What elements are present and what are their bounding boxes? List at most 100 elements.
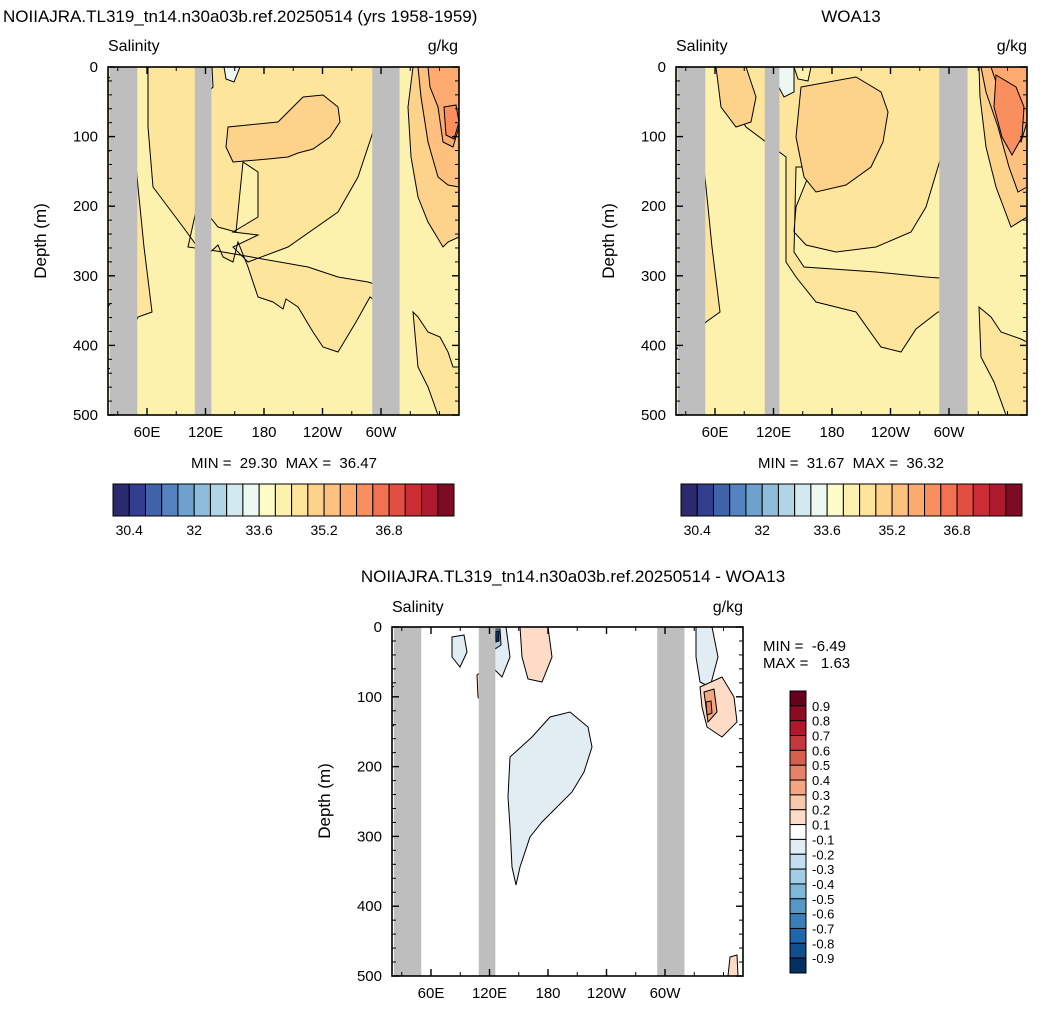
colorbar-tick-label: -0.2 <box>812 847 834 862</box>
colorbar-tick-label: 0.5 <box>812 758 830 773</box>
x-axis-ticks: 60E 120E 180 120W 60W <box>117 67 440 441</box>
colorbar-box <box>789 942 807 959</box>
colorbar-box <box>789 853 807 870</box>
land-band <box>478 627 496 976</box>
colorbar-tick-label: 32 <box>754 522 770 538</box>
land-mask <box>393 627 685 976</box>
colorbar-tick-label: 0.8 <box>812 714 830 729</box>
panel-right-label: g/kg <box>997 38 1027 55</box>
colorbar-box <box>307 483 325 517</box>
x-tick-label: 60W <box>934 424 966 441</box>
colorbar-tick-label: -0.4 <box>812 877 834 892</box>
y-tick-label: 500 <box>357 968 382 985</box>
colorbar-tick-label: -0.8 <box>812 936 834 951</box>
y-tick-label: 300 <box>357 828 382 845</box>
y-tick-label: 0 <box>90 59 98 76</box>
colorbar-box <box>789 764 807 781</box>
land-mask <box>109 67 400 415</box>
plot-field <box>675 66 1028 416</box>
colorbar-tick-label: 33.6 <box>246 522 273 538</box>
panel-left-label: Salinity <box>676 38 728 55</box>
plot-field <box>391 626 743 977</box>
y-tick-label: 0 <box>374 619 382 636</box>
colorbar-box <box>372 483 390 517</box>
y-tick-label: 0 <box>658 59 666 76</box>
field-band-peak-east <box>993 74 1025 157</box>
min-max-stats: MIN = 31.67 MAX = 36.32 <box>758 455 944 472</box>
colorbar-box <box>875 483 893 517</box>
field-neg-central-plume <box>507 711 593 886</box>
colorbar-tick-label: 32 <box>186 522 202 538</box>
colorbar-box <box>729 483 747 517</box>
y-tick-label: 400 <box>357 898 382 915</box>
colorbar-box <box>789 883 807 900</box>
colorbar-box <box>794 483 812 517</box>
y-tick-label: 500 <box>641 407 666 424</box>
colorbar-box <box>810 483 828 517</box>
colorbar-tick-label: 30.4 <box>116 522 143 538</box>
land-mask <box>677 67 968 415</box>
land-band <box>677 67 706 415</box>
panel-left-label: Salinity <box>392 599 444 616</box>
y-tick-label: 300 <box>73 268 98 285</box>
colorbar-box <box>777 483 796 517</box>
colorbar-box <box>789 779 807 796</box>
x-tick-label: 60W <box>366 424 398 441</box>
colorbar-tick-label: 0.2 <box>812 803 830 818</box>
colorbar-box <box>356 483 374 517</box>
colorbar-tick-label: 36.8 <box>943 522 970 538</box>
x-tick-label: 60E <box>418 985 445 1002</box>
x-tick-label: 120E <box>472 985 507 1002</box>
colorbar-horizontal: 30.4 32 33.6 35.2 36.8 <box>680 483 1023 538</box>
colorbar-box <box>226 483 244 517</box>
panel-title: WOA13 <box>821 7 881 26</box>
plot-field <box>107 66 460 416</box>
colorbar-box <box>826 483 844 517</box>
colorbar-box <box>242 483 260 517</box>
panel-difference: NOIIAJRA.TL319_tn14.n30a03b.ref.20250514… <box>315 567 850 1002</box>
x-tick-label: 180 <box>819 424 844 441</box>
x-tick-label: 60E <box>702 424 729 441</box>
panel-title: NOIIAJRA.TL319_tn14.n30a03b.ref.20250514… <box>3 7 477 26</box>
y-tick-label: 100 <box>73 129 98 146</box>
min-stat: MIN = -6.49 <box>763 638 846 655</box>
colorbar-box <box>891 483 909 517</box>
colorbar-tick-label: 0.4 <box>812 773 830 788</box>
field-band-mid-deep-east <box>412 310 460 416</box>
x-tick-label: 180 <box>535 985 560 1002</box>
x-tick-label: 120W <box>587 985 627 1002</box>
field-band-high-central <box>225 94 341 163</box>
y-tick-label: 200 <box>73 198 98 215</box>
colorbar-horizontal: 30.4 32 33.6 35.2 36.8 <box>112 483 455 538</box>
colorbar-tick-label: 36.8 <box>375 522 402 538</box>
max-stat: MAX = 1.63 <box>763 655 850 672</box>
y-tick-label: 400 <box>641 337 666 354</box>
colorbar-box <box>989 483 1007 517</box>
plot-frame <box>107 66 460 416</box>
colorbar-tick-label: 0.9 <box>812 699 830 714</box>
colorbar-box <box>712 483 731 517</box>
x-axis-ticks: 60E 120E 180 120W 60W <box>685 67 1008 441</box>
colorbar-box <box>144 483 163 517</box>
colorbar-box <box>209 483 228 517</box>
panel-right-label: g/kg <box>713 599 743 616</box>
panel-model-salinity: NOIIAJRA.TL319_tn14.n30a03b.ref.20250514… <box>3 7 477 538</box>
colorbar-box <box>128 483 146 517</box>
x-tick-label: 60W <box>650 985 682 1002</box>
colorbar-box <box>789 913 807 929</box>
colorbar-box <box>421 483 439 517</box>
colorbar-tick-label: -0.6 <box>812 907 834 922</box>
colorbar-box <box>388 483 406 517</box>
colorbar-vertical: 0.90.80.70.60.50.40.30.20.1-0.1-0.2-0.3-… <box>789 690 834 974</box>
y-axis-ticks: 0 100 200 300 400 500 <box>641 59 1027 424</box>
colorbar-box <box>924 483 942 517</box>
colorbar-box <box>789 705 807 722</box>
colorbar-box <box>940 483 958 517</box>
colorbar-box <box>745 483 763 517</box>
colorbar-tick-label: -0.7 <box>812 921 834 936</box>
y-tick-label: 200 <box>641 198 666 215</box>
y-axis-label: Depth (m) <box>315 763 334 839</box>
colorbar-tick-label: 35.2 <box>878 522 905 538</box>
land-band <box>764 67 780 415</box>
